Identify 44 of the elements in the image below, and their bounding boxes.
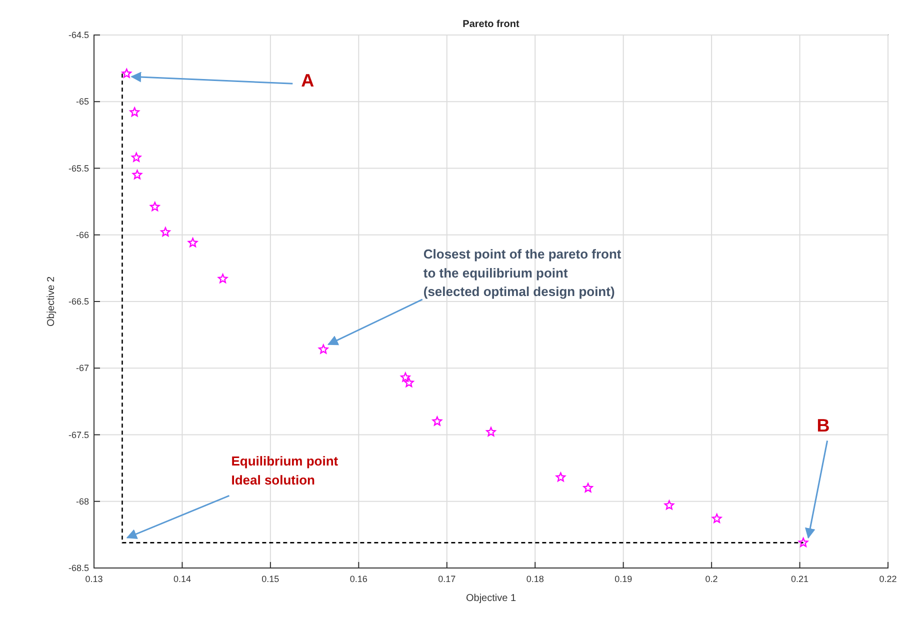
point [188, 238, 198, 248]
y-axis-title: Objective 2 [46, 276, 57, 327]
y-tick-label: -65 [76, 96, 89, 107]
point [432, 416, 442, 426]
point [131, 152, 142, 162]
point [400, 372, 410, 382]
point [122, 68, 132, 78]
y-tick-label: -67 [76, 363, 89, 374]
y-tick-label: -66 [76, 230, 89, 240]
x-tick-label: 0.17 [438, 574, 456, 584]
point [150, 202, 160, 212]
x-tick-label: 0.18 [526, 574, 544, 584]
y-tick-label: -68.5 [68, 563, 89, 573]
x-tick-label: 0.13 [85, 574, 103, 584]
point [218, 274, 228, 284]
annotation: Equilibrium point Ideal solution [231, 454, 339, 488]
point [130, 107, 140, 117]
x-tick-label: 0.16 [350, 574, 368, 584]
point [664, 500, 674, 510]
x-tick-label: 0.22 [879, 574, 897, 584]
y-tick-label: -67.5 [68, 430, 89, 440]
y-tick-label: -64.5 [68, 30, 89, 40]
y-tick-label: -68 [76, 496, 89, 506]
point [486, 426, 496, 436]
x-tick-label: 0.15 [262, 574, 280, 584]
point [160, 227, 170, 236]
x-tick-label: 0.19 [614, 574, 632, 584]
point [798, 538, 808, 547]
annotation: Closest point of the pareto front to the equilibrium point (selected optimal design point) [423, 246, 622, 300]
x-axis-title: Objective 1 [466, 593, 516, 604]
annotation: A [301, 70, 314, 91]
chart-title: Pareto front [462, 19, 520, 30]
annotation: B [816, 416, 830, 436]
x-tick-label: 0.21 [791, 574, 809, 584]
point [583, 482, 593, 492]
y-tick-label: -66.5 [68, 296, 89, 306]
point [132, 170, 142, 180]
point [404, 378, 414, 388]
x-tick-label: 0.2 [705, 574, 718, 584]
point [556, 472, 566, 482]
y-tick-label: -65.5 [68, 163, 89, 174]
point [712, 514, 722, 523]
point [318, 344, 328, 354]
x-tick-label: 0.14 [173, 574, 191, 584]
